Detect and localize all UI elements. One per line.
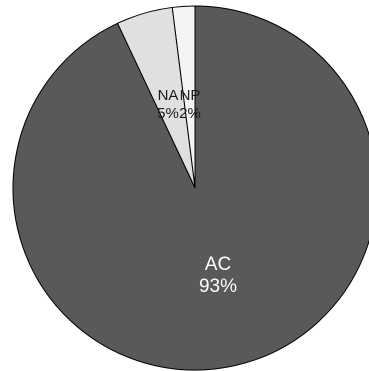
pie-slices <box>12 5 369 371</box>
slice-percent-np: 2% <box>179 105 201 122</box>
slice-label-na: NA <box>158 87 179 104</box>
slice-label-ac: AC <box>205 254 231 275</box>
slice-percent-ac: 93% <box>199 276 237 297</box>
slice-label-np: NP <box>180 87 201 104</box>
slice-ac <box>12 5 369 371</box>
slice-percent-na: 5% <box>157 105 179 122</box>
